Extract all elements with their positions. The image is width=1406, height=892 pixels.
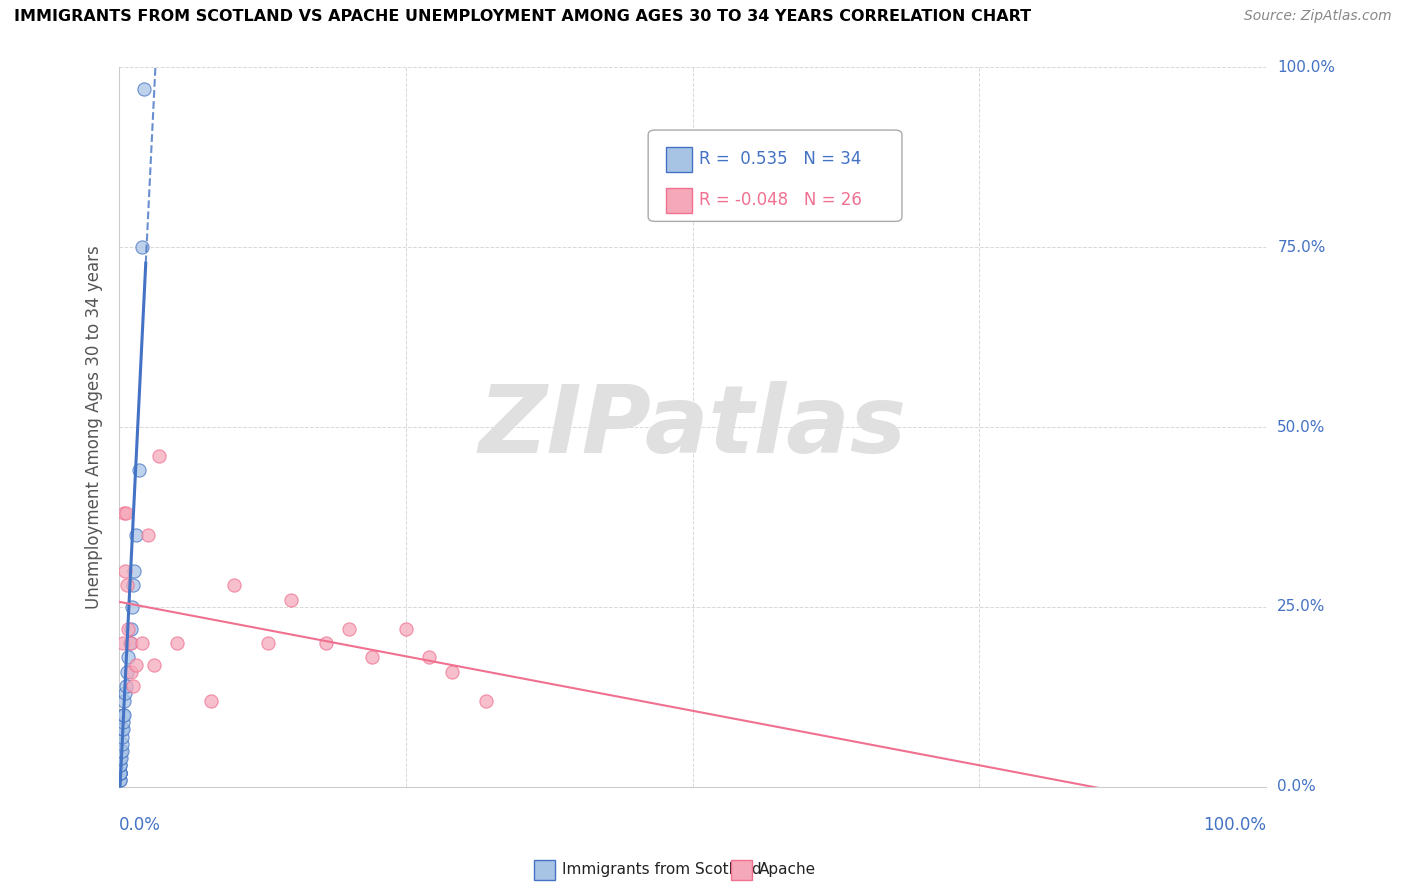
Point bbox=[112, 693, 135, 707]
Point bbox=[125, 528, 148, 542]
Point bbox=[136, 528, 159, 542]
Point bbox=[110, 744, 132, 758]
Point bbox=[108, 765, 131, 780]
Point bbox=[121, 599, 143, 614]
Point bbox=[115, 679, 138, 693]
Point bbox=[110, 744, 132, 758]
Point bbox=[122, 564, 145, 578]
Text: Source: ZipAtlas.com: Source: ZipAtlas.com bbox=[1244, 9, 1392, 23]
Point bbox=[110, 730, 132, 744]
Point bbox=[110, 758, 132, 772]
Point bbox=[128, 463, 150, 477]
Point bbox=[111, 636, 134, 650]
Point bbox=[114, 564, 136, 578]
Point bbox=[337, 622, 360, 636]
Text: 75.0%: 75.0% bbox=[1277, 240, 1326, 254]
Point bbox=[110, 723, 132, 737]
Point bbox=[148, 449, 170, 463]
Point bbox=[111, 715, 134, 730]
Point bbox=[110, 737, 132, 751]
Point bbox=[108, 765, 131, 780]
Point bbox=[360, 650, 382, 665]
Point bbox=[115, 507, 138, 521]
Point bbox=[166, 636, 188, 650]
Point bbox=[108, 765, 131, 780]
Point bbox=[117, 650, 139, 665]
Text: Immigrants from Scotland: Immigrants from Scotland bbox=[562, 863, 762, 877]
Point bbox=[110, 758, 132, 772]
Y-axis label: Unemployment Among Ages 30 to 34 years: Unemployment Among Ages 30 to 34 years bbox=[86, 245, 103, 609]
Point bbox=[131, 240, 153, 254]
Point bbox=[122, 578, 145, 592]
Point bbox=[395, 622, 418, 636]
Point bbox=[108, 765, 131, 780]
Text: R =  0.535   N = 34: R = 0.535 N = 34 bbox=[699, 150, 860, 169]
Text: 25.0%: 25.0% bbox=[1277, 599, 1326, 615]
Point bbox=[117, 665, 139, 679]
Point bbox=[418, 650, 440, 665]
Point bbox=[440, 665, 463, 679]
Point bbox=[108, 772, 131, 787]
Text: R = -0.048   N = 26: R = -0.048 N = 26 bbox=[699, 192, 862, 210]
Point bbox=[120, 636, 142, 650]
Point bbox=[125, 657, 148, 672]
Point bbox=[111, 708, 134, 723]
Point bbox=[134, 81, 156, 95]
Point bbox=[200, 693, 222, 707]
Text: IMMIGRANTS FROM SCOTLAND VS APACHE UNEMPLOYMENT AMONG AGES 30 TO 34 YEARS CORREL: IMMIGRANTS FROM SCOTLAND VS APACHE UNEMP… bbox=[14, 9, 1031, 24]
Point bbox=[117, 578, 139, 592]
Text: 100.0%: 100.0% bbox=[1277, 60, 1336, 75]
Point bbox=[108, 772, 131, 787]
Point bbox=[280, 592, 302, 607]
Point bbox=[120, 622, 142, 636]
Text: ZIPatlas: ZIPatlas bbox=[478, 381, 907, 473]
Point bbox=[112, 708, 135, 723]
Point bbox=[142, 657, 165, 672]
Point bbox=[110, 751, 132, 765]
Point bbox=[111, 723, 134, 737]
Point bbox=[222, 578, 245, 592]
Point bbox=[315, 636, 337, 650]
Text: 100.0%: 100.0% bbox=[1204, 815, 1265, 834]
Point bbox=[117, 622, 139, 636]
Point bbox=[118, 636, 141, 650]
Point bbox=[108, 765, 131, 780]
Point bbox=[257, 636, 280, 650]
Point bbox=[112, 507, 135, 521]
Point bbox=[110, 751, 132, 765]
Point bbox=[122, 679, 145, 693]
Point bbox=[475, 693, 498, 707]
Point bbox=[114, 686, 136, 700]
Point bbox=[131, 636, 153, 650]
Point bbox=[120, 665, 142, 679]
Text: 50.0%: 50.0% bbox=[1277, 419, 1326, 434]
Text: Apache: Apache bbox=[759, 863, 817, 877]
Text: 0.0%: 0.0% bbox=[1277, 780, 1316, 795]
Text: 0.0%: 0.0% bbox=[120, 815, 162, 834]
